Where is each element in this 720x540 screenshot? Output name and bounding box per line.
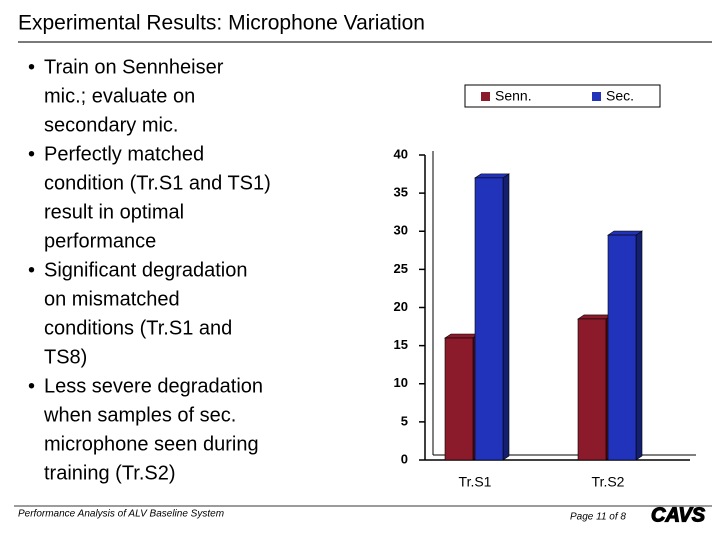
page-number: Page 11 of 8	[570, 512, 626, 523]
bullet-text: training (Tr.S2)	[44, 462, 176, 484]
bullet-text: conditions (Tr.S1 and	[44, 317, 232, 339]
y-tick-label: 30	[394, 223, 408, 238]
bullet-text: result in optimal	[44, 201, 184, 223]
bar	[444, 337, 474, 461]
bullet-dot: •	[28, 259, 35, 281]
bullet-text: secondary mic.	[44, 114, 179, 136]
bullet-text: microphone seen during	[44, 433, 259, 455]
bullet-text: TS8)	[44, 346, 87, 368]
bullet-text: on mismatched	[44, 288, 180, 310]
bullet-dot: •	[28, 56, 35, 78]
y-tick-label: 35	[394, 185, 408, 200]
bullet-dot: •	[28, 375, 35, 397]
bullet-text: Perfectly matched	[44, 143, 204, 165]
y-tick-label: 0	[401, 451, 408, 466]
bar-side	[502, 173, 510, 461]
slide-title: Experimental Results: Microphone Variati…	[18, 12, 425, 35]
bar-side	[635, 230, 643, 461]
logo: CAVS	[651, 504, 706, 526]
bullet-text: performance	[44, 230, 156, 252]
x-tick-label: Tr.S2	[592, 474, 625, 490]
bar	[474, 177, 504, 461]
bullet-text: Train on Sennheiser	[44, 56, 224, 78]
bullet-text: condition (Tr.S1 and TS1)	[44, 172, 271, 194]
y-tick-label: 40	[394, 146, 408, 161]
legend-label: Sec.	[606, 88, 634, 104]
legend-label: Senn.	[495, 88, 532, 104]
bar	[607, 234, 637, 461]
x-tick-label: Tr.S1	[459, 474, 492, 490]
y-tick-label: 15	[394, 337, 408, 352]
y-tick-label: 10	[394, 375, 408, 390]
bar-top	[474, 173, 510, 179]
y-tick-label: 25	[394, 261, 408, 276]
bullet-text: Significant degradation	[44, 259, 247, 281]
bar-top	[607, 230, 643, 236]
footer-text: Performance Analysis of ALV Baseline Sys…	[18, 509, 224, 520]
legend-box	[464, 84, 661, 108]
legend-swatch	[592, 92, 601, 101]
y-tick-label: 20	[394, 299, 408, 314]
y-tick-label: 5	[401, 413, 408, 428]
bar	[577, 318, 607, 461]
bar-top	[577, 314, 613, 320]
bullet-text: Less severe degradation	[44, 375, 263, 397]
legend-swatch	[481, 92, 490, 101]
bullet-text: mic.; evaluate on	[44, 85, 195, 107]
bullet-dot: •	[28, 143, 35, 165]
bullet-text: when samples of sec.	[43, 404, 236, 426]
bar-top	[444, 333, 480, 339]
